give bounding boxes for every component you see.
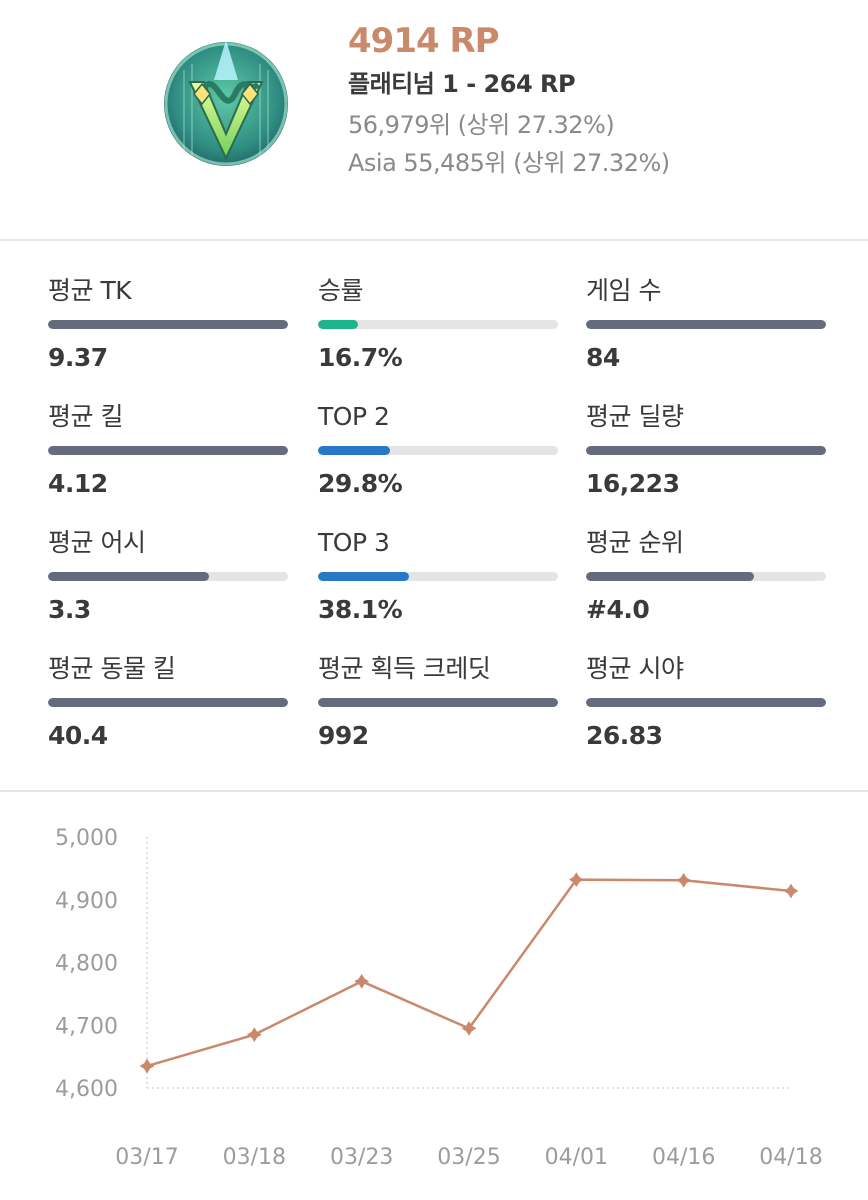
stat-bar <box>586 572 826 581</box>
platinum-tier-emblem-icon <box>164 40 288 166</box>
stat-label: 게임 수 <box>586 276 661 305</box>
stat-bar <box>318 698 558 707</box>
rank-info: 4914 RP 플래티넘 1 - 264 RP 56,979위 (상위 27.3… <box>348 18 670 180</box>
stat-bar-fill <box>48 698 288 707</box>
stat-bar-fill <box>48 572 209 581</box>
x-tick-label: 03/17 <box>115 1145 178 1170</box>
global-rank: 56,979위 (상위 27.32%) <box>348 111 615 139</box>
stat-label: 평균 어시 <box>48 528 146 557</box>
data-point <box>783 883 799 899</box>
stat-item: 평균 어시 3.3 <box>48 526 288 627</box>
stat-label: 승률 <box>318 276 364 305</box>
section-divider <box>0 239 868 241</box>
stat-label: 평균 동물 킬 <box>48 654 176 683</box>
data-point <box>354 973 370 989</box>
section-divider <box>0 790 868 792</box>
data-point-marker <box>354 973 370 989</box>
data-point-marker <box>568 872 584 888</box>
stat-item: 평균 순위 #4.0 <box>586 526 826 627</box>
data-point-marker <box>139 1058 155 1074</box>
region-rank: Asia 55,485위 (상위 27.32%) <box>348 149 670 177</box>
stat-bar-fill <box>586 446 826 455</box>
stat-bar <box>48 446 288 455</box>
data-point-marker <box>676 872 692 888</box>
rank-summary-card: 4914 RP 플래티넘 1 - 264 RP 56,979위 (상위 27.3… <box>0 0 868 240</box>
stat-label: 평균 순위 <box>586 528 684 557</box>
stat-bar-fill <box>48 446 288 455</box>
stat-bar-fill <box>48 320 288 329</box>
stat-label: TOP 2 <box>318 402 390 431</box>
y-tick-label: 4,900 <box>55 889 118 914</box>
stat-bar <box>318 446 558 455</box>
x-tick-label: 03/23 <box>330 1145 393 1170</box>
x-tick-label: 03/18 <box>223 1145 286 1170</box>
stat-item: TOP 2 29.8% <box>318 400 558 501</box>
stat-bar <box>586 698 826 707</box>
tier-label: 플래티넘 1 - 264 RP <box>348 70 576 98</box>
x-tick-label: 04/16 <box>652 1145 715 1170</box>
x-tick-label: 03/25 <box>437 1145 500 1170</box>
stat-value: 26.83 <box>586 721 663 750</box>
stat-bar <box>318 572 558 581</box>
stat-label: 평균 시야 <box>586 654 684 683</box>
stat-item: 평균 딜량 16,223 <box>586 400 826 501</box>
stat-label: 평균 TK <box>48 276 132 305</box>
stat-bar-fill <box>318 572 410 581</box>
stat-value: 40.4 <box>48 721 108 750</box>
stat-label: 평균 킬 <box>48 402 123 431</box>
stats-grid: 평균 TK 9.37 승률 16.7% 게임 수 84 평균 킬 4.12 TOP 2 29.8%… <box>0 242 868 790</box>
stat-bar <box>48 698 288 707</box>
rp-line-chart: 4,600 4,700 4,800 4,900 5,000 03/17 03/18 03/23… <box>55 826 823 1170</box>
stat-bar-fill <box>318 320 359 329</box>
stat-bar-fill <box>586 320 826 329</box>
stat-value: 9.37 <box>48 343 108 372</box>
stat-value: 992 <box>318 721 369 750</box>
stat-value: 29.8% <box>318 469 403 498</box>
x-tick-label: 04/18 <box>759 1145 822 1170</box>
stat-item: 평균 동물 킬 40.4 <box>48 652 288 753</box>
data-point <box>461 1021 477 1036</box>
data-point <box>246 1027 262 1043</box>
x-tick-label: 04/01 <box>545 1145 608 1170</box>
stat-value: 38.1% <box>318 595 403 624</box>
stat-bar <box>586 446 826 455</box>
stat-bar-fill <box>318 446 390 455</box>
y-tick-label: 4,800 <box>55 952 118 977</box>
stat-bar <box>48 572 288 581</box>
stat-item: TOP 3 38.1% <box>318 526 558 627</box>
rp-total: 4914 RP <box>348 21 500 61</box>
stat-bar-fill <box>586 698 826 707</box>
stat-item: 평균 시야 26.83 <box>586 652 826 753</box>
rp-series-line <box>146 878 792 1068</box>
data-point <box>568 872 584 888</box>
stat-value: 4.12 <box>48 469 108 498</box>
stat-item: 게임 수 84 <box>586 274 826 375</box>
y-tick-label: 4,700 <box>55 1014 118 1039</box>
data-point-marker <box>246 1027 262 1043</box>
stat-bar-fill <box>318 698 558 707</box>
stat-bar <box>318 320 558 329</box>
y-tick-label: 5,000 <box>55 826 118 851</box>
stat-label: 평균 획득 크레딧 <box>318 654 491 683</box>
stat-bar <box>586 320 826 329</box>
data-point <box>139 1058 155 1074</box>
rp-history-chart: 4,600 4,700 4,800 4,900 5,000 03/17 03/18 03/23… <box>0 792 868 1200</box>
stat-bar <box>48 320 288 329</box>
stat-bar-fill <box>586 572 754 581</box>
stat-item: 평균 획득 크레딧 992 <box>318 652 558 753</box>
stat-value: 3.3 <box>48 595 91 624</box>
y-tick-label: 4,600 <box>55 1077 118 1102</box>
data-point-marker <box>461 1021 477 1036</box>
stat-value: 16,223 <box>586 469 680 498</box>
data-point-marker <box>783 883 799 899</box>
stat-item: 평균 킬 4.12 <box>48 400 288 501</box>
stat-value: 16.7% <box>318 343 403 372</box>
stat-item: 평균 TK 9.37 <box>48 274 288 375</box>
stat-label: TOP 3 <box>318 528 390 557</box>
data-point <box>676 872 692 888</box>
stat-item: 승률 16.7% <box>318 274 558 375</box>
stat-value: #4.0 <box>586 595 650 624</box>
stat-value: 84 <box>586 343 620 372</box>
stat-label: 평균 딜량 <box>586 402 684 431</box>
